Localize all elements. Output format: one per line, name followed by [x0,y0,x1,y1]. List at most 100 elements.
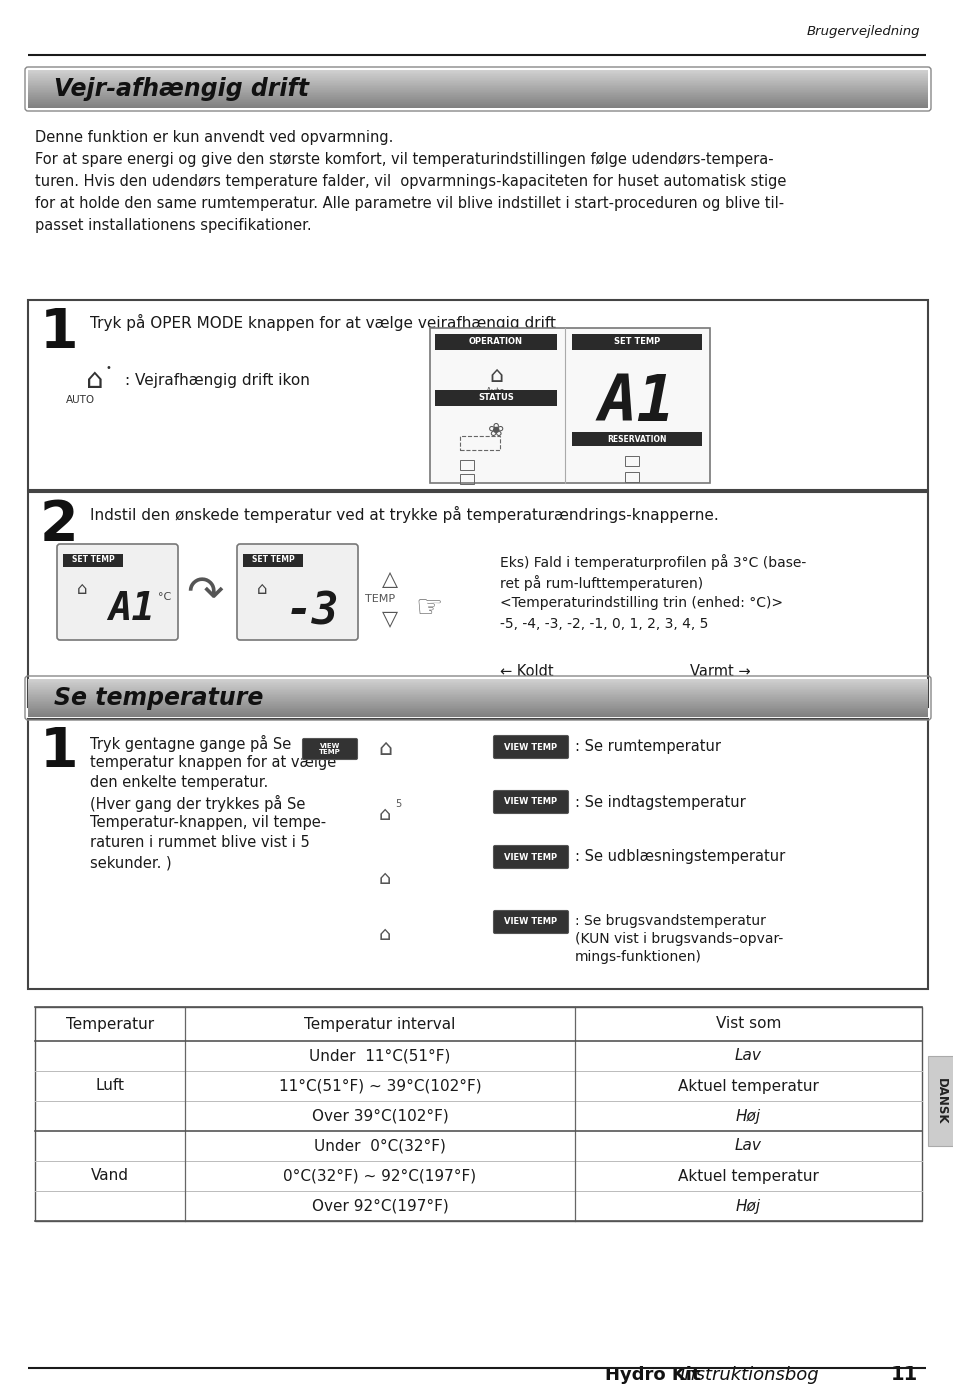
Text: -3: -3 [285,591,338,633]
FancyBboxPatch shape [236,545,357,640]
Text: ☞: ☞ [415,595,442,623]
Text: STATUS: STATUS [477,393,514,403]
Bar [459,475,474,484]
Text: ← Koldt: ← Koldt [499,664,553,679]
Text: VIEW
TEMP: VIEW TEMP [319,742,340,756]
Text: SET TEMP: SET TEMP [613,337,659,347]
Text: passet installationens specifikationer.: passet installationens specifikationer. [35,218,312,232]
Text: Vejr-afhængig drift: Vejr-afhængig drift [54,77,309,101]
Text: Tryk gentagne gange på Se: Tryk gentagne gange på Se [90,735,291,752]
Text: Auto: Auto [486,386,505,395]
FancyBboxPatch shape [493,735,568,759]
Text: : Se indtagstemperatur: : Se indtagstemperatur [575,795,745,809]
Text: ⌂: ⌂ [76,580,87,598]
Bar [243,554,303,567]
Bar [435,335,557,350]
Text: <Temperaturindstilling trin (enhed: °C)>: <Temperaturindstilling trin (enhed: °C)> [499,596,782,610]
Text: Instruktionsbog: Instruktionsbog [679,1366,819,1385]
Text: mings-funktionen): mings-funktionen) [575,951,701,965]
Text: for at holde den same rumtemperatur. Alle parametre vil blive indstillet i start: for at holde den same rumtemperatur. All… [35,196,783,211]
Bar [927,1056,953,1147]
Text: (KUN vist i brugsvands–opvar-: (KUN vist i brugsvands–opvar- [575,932,782,946]
Text: 5: 5 [395,799,400,809]
FancyBboxPatch shape [493,791,568,813]
Text: Temperatur-knappen, vil tempe-: Temperatur-knappen, vil tempe- [90,815,326,830]
Bar [28,720,927,988]
Text: Eks) Fald i temperaturprofilen på 3°C (base-: Eks) Fald i temperaturprofilen på 3°C (b… [499,554,805,570]
Text: raturen i rummet blive vist i 5: raturen i rummet blive vist i 5 [90,834,310,850]
Bar [28,491,927,707]
FancyBboxPatch shape [302,739,357,759]
Text: Vist som: Vist som [715,1016,781,1032]
Text: ↷: ↷ [186,574,223,616]
Text: ret på rum-lufttemperaturen): ret på rum-lufttemperaturen) [499,575,702,591]
Text: turen. Hvis den udendørs temperature falder, vil  opvarmnings-kapaciteten for hu: turen. Hvis den udendørs temperature fal… [35,174,785,189]
Text: sekunder. ): sekunder. ) [90,855,172,869]
Bar [63,554,123,567]
Text: Over 39°C(102°F): Over 39°C(102°F) [312,1109,448,1123]
Text: ❀: ❀ [487,420,503,440]
Text: Høj: Høj [735,1198,760,1214]
Text: Vand: Vand [91,1169,129,1183]
Text: SET TEMP: SET TEMP [71,556,114,564]
Text: Aktuel temperatur: Aktuel temperatur [678,1169,818,1183]
Text: Tryk på OPER MODE knappen for at vælge vejrafhængig drift: Tryk på OPER MODE knappen for at vælge v… [90,314,556,330]
Text: 1: 1 [40,307,78,360]
Text: -5, -4, -3, -2, -1, 0, 1, 2, 3, 4, 5: -5, -4, -3, -2, -1, 0, 1, 2, 3, 4, 5 [499,617,708,631]
Text: ⌂: ⌂ [256,580,267,598]
FancyBboxPatch shape [493,910,568,934]
Text: For at spare energi og give den største komfort, vil temperaturindstillingen føl: For at spare energi og give den største … [35,153,773,167]
Text: 11: 11 [890,1365,917,1385]
FancyBboxPatch shape [493,846,568,868]
Text: Høj: Høj [735,1109,760,1123]
Text: Hydro Kit: Hydro Kit [604,1366,700,1385]
Text: (Hver gang der trykkes på Se: (Hver gang der trykkes på Se [90,795,305,812]
Text: A1: A1 [598,372,675,434]
Text: Brugervejledning: Brugervejledning [805,25,919,38]
Text: : Se brugsvandstemperatur: : Se brugsvandstemperatur [575,914,765,928]
Text: Aktuel temperatur: Aktuel temperatur [678,1078,818,1093]
Bar [35,1007,921,1221]
Text: Varmt →: Varmt → [689,664,750,679]
FancyBboxPatch shape [57,545,178,640]
Bar [624,456,639,466]
Text: Lav: Lav [735,1049,761,1064]
Text: Indstil den ønskede temperatur ved at trykke på temperaturændrings-knapperne.: Indstil den ønskede temperatur ved at tr… [90,505,718,524]
Text: temperatur knappen for at vælge: temperatur knappen for at vælge [90,755,335,770]
Text: ⌂: ⌂ [377,739,392,759]
Text: Denne funktion er kun anvendt ved opvarmning.: Denne funktion er kun anvendt ved opvarm… [35,130,393,146]
Bar [435,391,557,406]
Bar [28,300,927,490]
Text: •: • [105,363,111,372]
Text: : Se rumtemperatur: : Se rumtemperatur [575,739,720,755]
Text: 11°C(51°F) ~ 39°C(102°F): 11°C(51°F) ~ 39°C(102°F) [278,1078,481,1093]
Text: 0°C(32°F) ~ 92°C(197°F): 0°C(32°F) ~ 92°C(197°F) [283,1169,476,1183]
Text: Lav: Lav [735,1138,761,1154]
Text: Temperatur: Temperatur [66,1016,153,1032]
Text: Temperatur interval: Temperatur interval [304,1016,456,1032]
Text: DANSK: DANSK [934,1078,946,1124]
Text: TEMP: TEMP [365,594,395,603]
Text: △: △ [381,568,397,589]
Bar [572,335,701,350]
Text: VIEW TEMP: VIEW TEMP [504,798,557,806]
Text: OPERATION: OPERATION [469,337,522,347]
Text: Over 92°C(197°F): Over 92°C(197°F) [312,1198,448,1214]
Text: Under  11°C(51°F): Under 11°C(51°F) [309,1049,450,1064]
Text: : Vejrafhængig drift ikon: : Vejrafhængig drift ikon [125,372,310,388]
Text: AUTO: AUTO [66,395,94,405]
Bar [624,472,639,482]
Bar [459,435,499,449]
Text: 2: 2 [40,498,78,552]
Text: VIEW TEMP: VIEW TEMP [504,742,557,752]
Bar [572,433,701,447]
Text: : Se udblæsningstemperatur: : Se udblæsningstemperatur [575,850,784,864]
Text: Se temperature: Se temperature [54,686,263,710]
Bar [459,461,474,470]
Bar [430,328,709,483]
Text: °C: °C [158,592,172,602]
Text: Luft: Luft [95,1078,125,1093]
Text: Under  0°C(32°F): Under 0°C(32°F) [314,1138,445,1154]
Text: ⌂: ⌂ [378,924,391,944]
Text: A1: A1 [109,589,155,629]
